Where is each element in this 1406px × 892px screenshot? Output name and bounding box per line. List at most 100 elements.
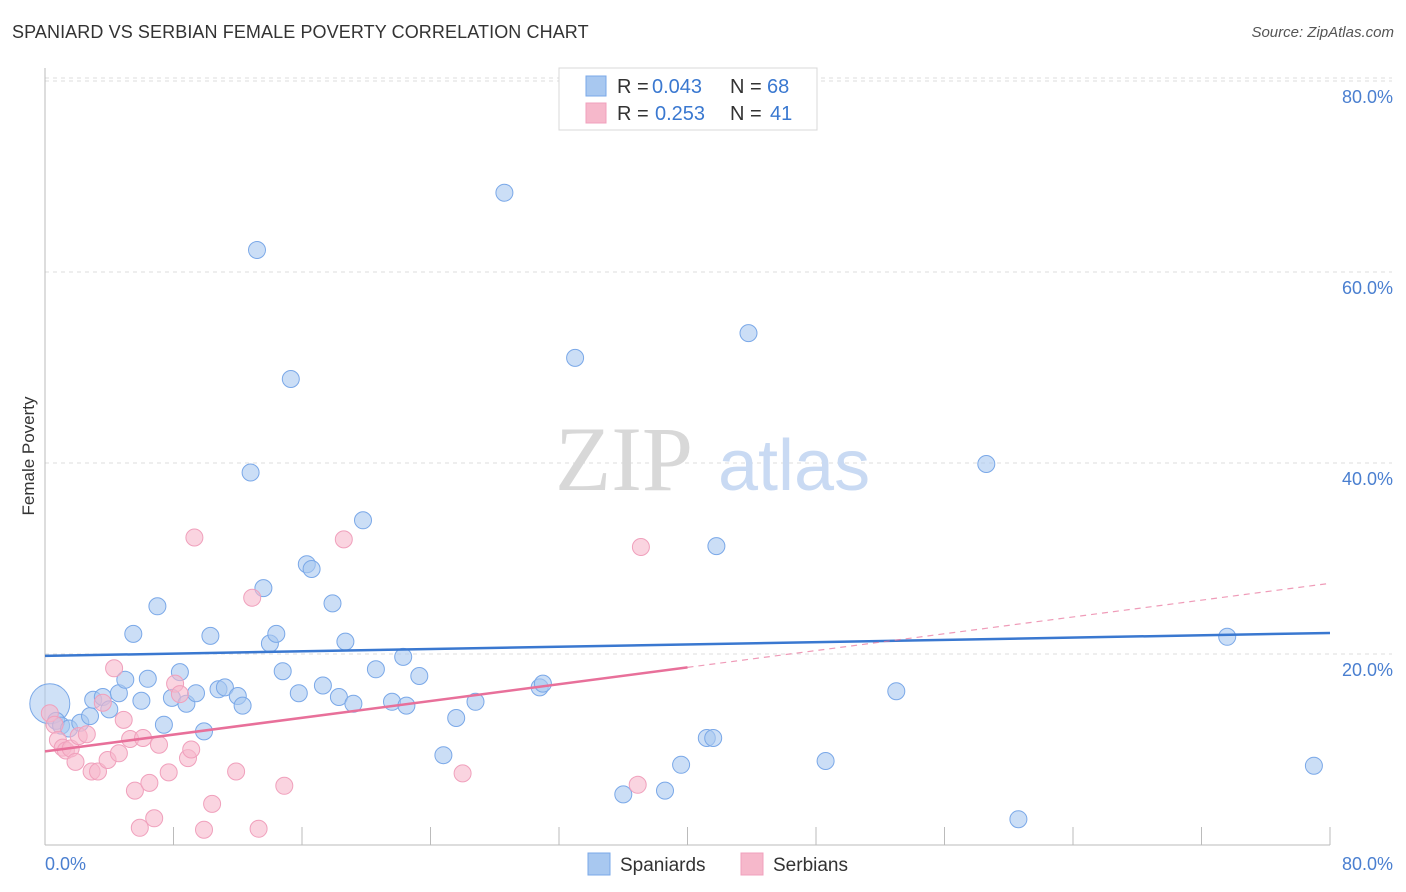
point-spaniards [739,324,758,343]
point-spaniards [302,560,321,578]
point-serbians [114,710,133,729]
point-spaniards [289,684,308,703]
point-spaniards [614,785,633,804]
point-spaniards [566,348,585,367]
point-spaniards [313,676,332,695]
point-serbians [195,820,213,839]
legend-n-label-2: N = [730,103,762,125]
trend-lines [44,582,1331,753]
watermark-zip: ZIP [555,408,693,510]
y-tick-label: 20.0% [1342,660,1393,680]
trendline-extension-serbians [687,582,1331,668]
point-spaniards [410,667,429,685]
series-serbians [40,528,650,839]
point-serbians [125,781,144,800]
point-serbians [45,715,64,734]
point-spaniards [281,370,300,388]
point-serbians [275,776,294,795]
trendline-spaniards [44,631,1331,658]
point-spaniards [215,678,234,697]
y-tick-label: 80.0% [1342,87,1393,107]
point-spaniards [154,715,173,734]
series-spaniards [29,183,1323,829]
point-spaniards [323,594,342,613]
point-spaniards [672,755,691,774]
legend-n-value-2: 41 [770,103,792,125]
legend-swatch-spaniards [585,75,607,97]
watermark: ZIP atlas [555,408,870,510]
point-spaniards [124,624,143,643]
point-spaniards [248,241,266,259]
x-tick-labels: 0.0% 80.0% [45,854,1393,874]
point-spaniards [267,624,286,643]
point-serbians [89,762,107,781]
y-tick-label: 60.0% [1342,278,1393,298]
point-spaniards [1218,627,1237,646]
point-spaniards [116,670,135,689]
point-serbians [140,773,159,792]
point-spaniards [434,746,453,765]
point-spaniards [366,660,385,679]
point-serbians [185,528,204,547]
legend-r-value-2: 0.253 [655,103,705,125]
point-spaniards [241,463,260,482]
point-serbians [93,693,112,712]
point-spaniards [187,684,205,703]
point-serbians [203,794,222,813]
source-credit: Source: ZipAtlas.com [1251,24,1394,41]
point-serbians [249,819,268,838]
point-serbians [130,818,149,837]
legend-n-value-1: 68 [767,76,789,98]
point-serbians [145,809,164,828]
y-tick-label: 40.0% [1342,469,1393,489]
point-serbians [159,763,178,782]
watermark-atlas: atlas [718,426,870,506]
legend-r-value-1: 0.043 [652,76,702,98]
legend-swatch-serbians [585,102,607,124]
point-serbians [243,588,262,607]
data-points [29,183,1323,839]
point-spaniards [233,696,252,715]
y-axis-title: Female Poverty [19,396,38,516]
point-spaniards [394,647,413,666]
y-tick-labels: 20.0% 40.0% 60.0% 80.0% [1342,87,1393,680]
point-spaniards [201,626,220,645]
point-spaniards [447,709,466,727]
point-spaniards [977,455,996,473]
point-spaniards [132,691,151,710]
point-serbians [105,659,124,678]
legend-r-label-1: R = [617,76,649,98]
point-serbians [109,744,128,763]
point-spaniards [354,511,372,530]
legend-bottom-swatch-spaniards [587,852,611,876]
point-serbians [66,752,85,771]
chart-title: SPANIARD VS SERBIAN FEMALE POVERTY CORRE… [12,22,589,42]
point-spaniards [148,597,167,616]
point-spaniards [495,183,514,202]
point-spaniards [466,692,485,711]
point-serbians [170,685,189,704]
legend-bottom-label-serbians: Serbians [773,855,848,876]
point-spaniards [138,669,157,688]
point-spaniards [1009,810,1028,829]
point-serbians [227,762,246,781]
x-tick-label: 0.0% [45,854,86,874]
point-serbians [77,725,96,744]
legend-top: R = 0.043 N = 68 R = 0.253 N = 41 [558,67,818,131]
legend-n-label-1: N = [730,76,762,98]
legend-bottom-label-spaniards: Spaniards [620,855,706,876]
point-serbians [628,775,647,794]
point-spaniards [816,752,835,770]
point-spaniards [656,781,674,800]
legend-r-label-2: R = [617,103,649,125]
point-serbians [631,538,650,556]
point-spaniards [887,682,906,701]
point-serbians [334,530,353,549]
point-spaniards [273,662,292,681]
legend-bottom: Spaniards Serbians [587,852,848,876]
point-spaniards [533,674,552,693]
point-serbians [182,740,201,759]
point-spaniards [1304,756,1323,775]
legend-bottom-swatch-serbians [740,852,764,876]
